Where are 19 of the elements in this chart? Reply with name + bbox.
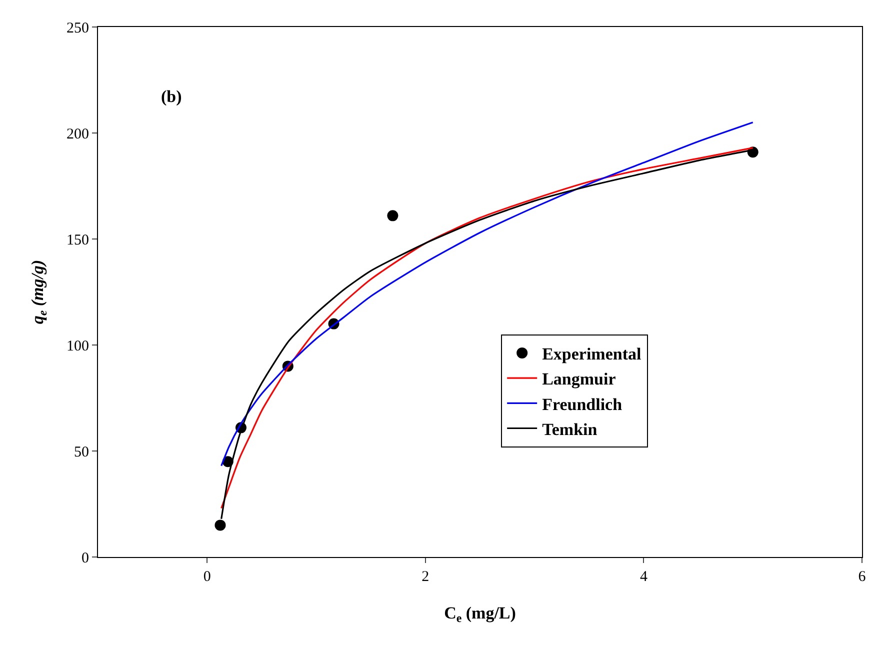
y-tick-label: 250 xyxy=(66,20,89,36)
x-axis-title: C$_{e}$ (mg/L) xyxy=(444,603,516,625)
y-tick-label: 200 xyxy=(66,126,89,142)
legend-label: Temkin xyxy=(542,420,598,439)
point xyxy=(387,210,398,222)
y-tick-label: 150 xyxy=(66,232,89,248)
x-tick-label: 6 xyxy=(858,569,866,585)
y-tick-label: 100 xyxy=(66,338,89,354)
point xyxy=(214,520,226,531)
legend-label: Freundlich xyxy=(542,394,623,414)
y-tick-label: 50 xyxy=(74,444,89,460)
x-tick-label: 0 xyxy=(203,569,211,585)
line-series xyxy=(220,122,754,467)
annotation: (b) xyxy=(161,87,182,106)
legend-label: Langmuir xyxy=(542,370,616,389)
x-tick-label: 2 xyxy=(422,569,430,585)
legend-label: Experimental xyxy=(542,344,642,364)
x-tick-label: 4 xyxy=(640,569,648,585)
y-tick-label: 0 xyxy=(82,550,89,566)
